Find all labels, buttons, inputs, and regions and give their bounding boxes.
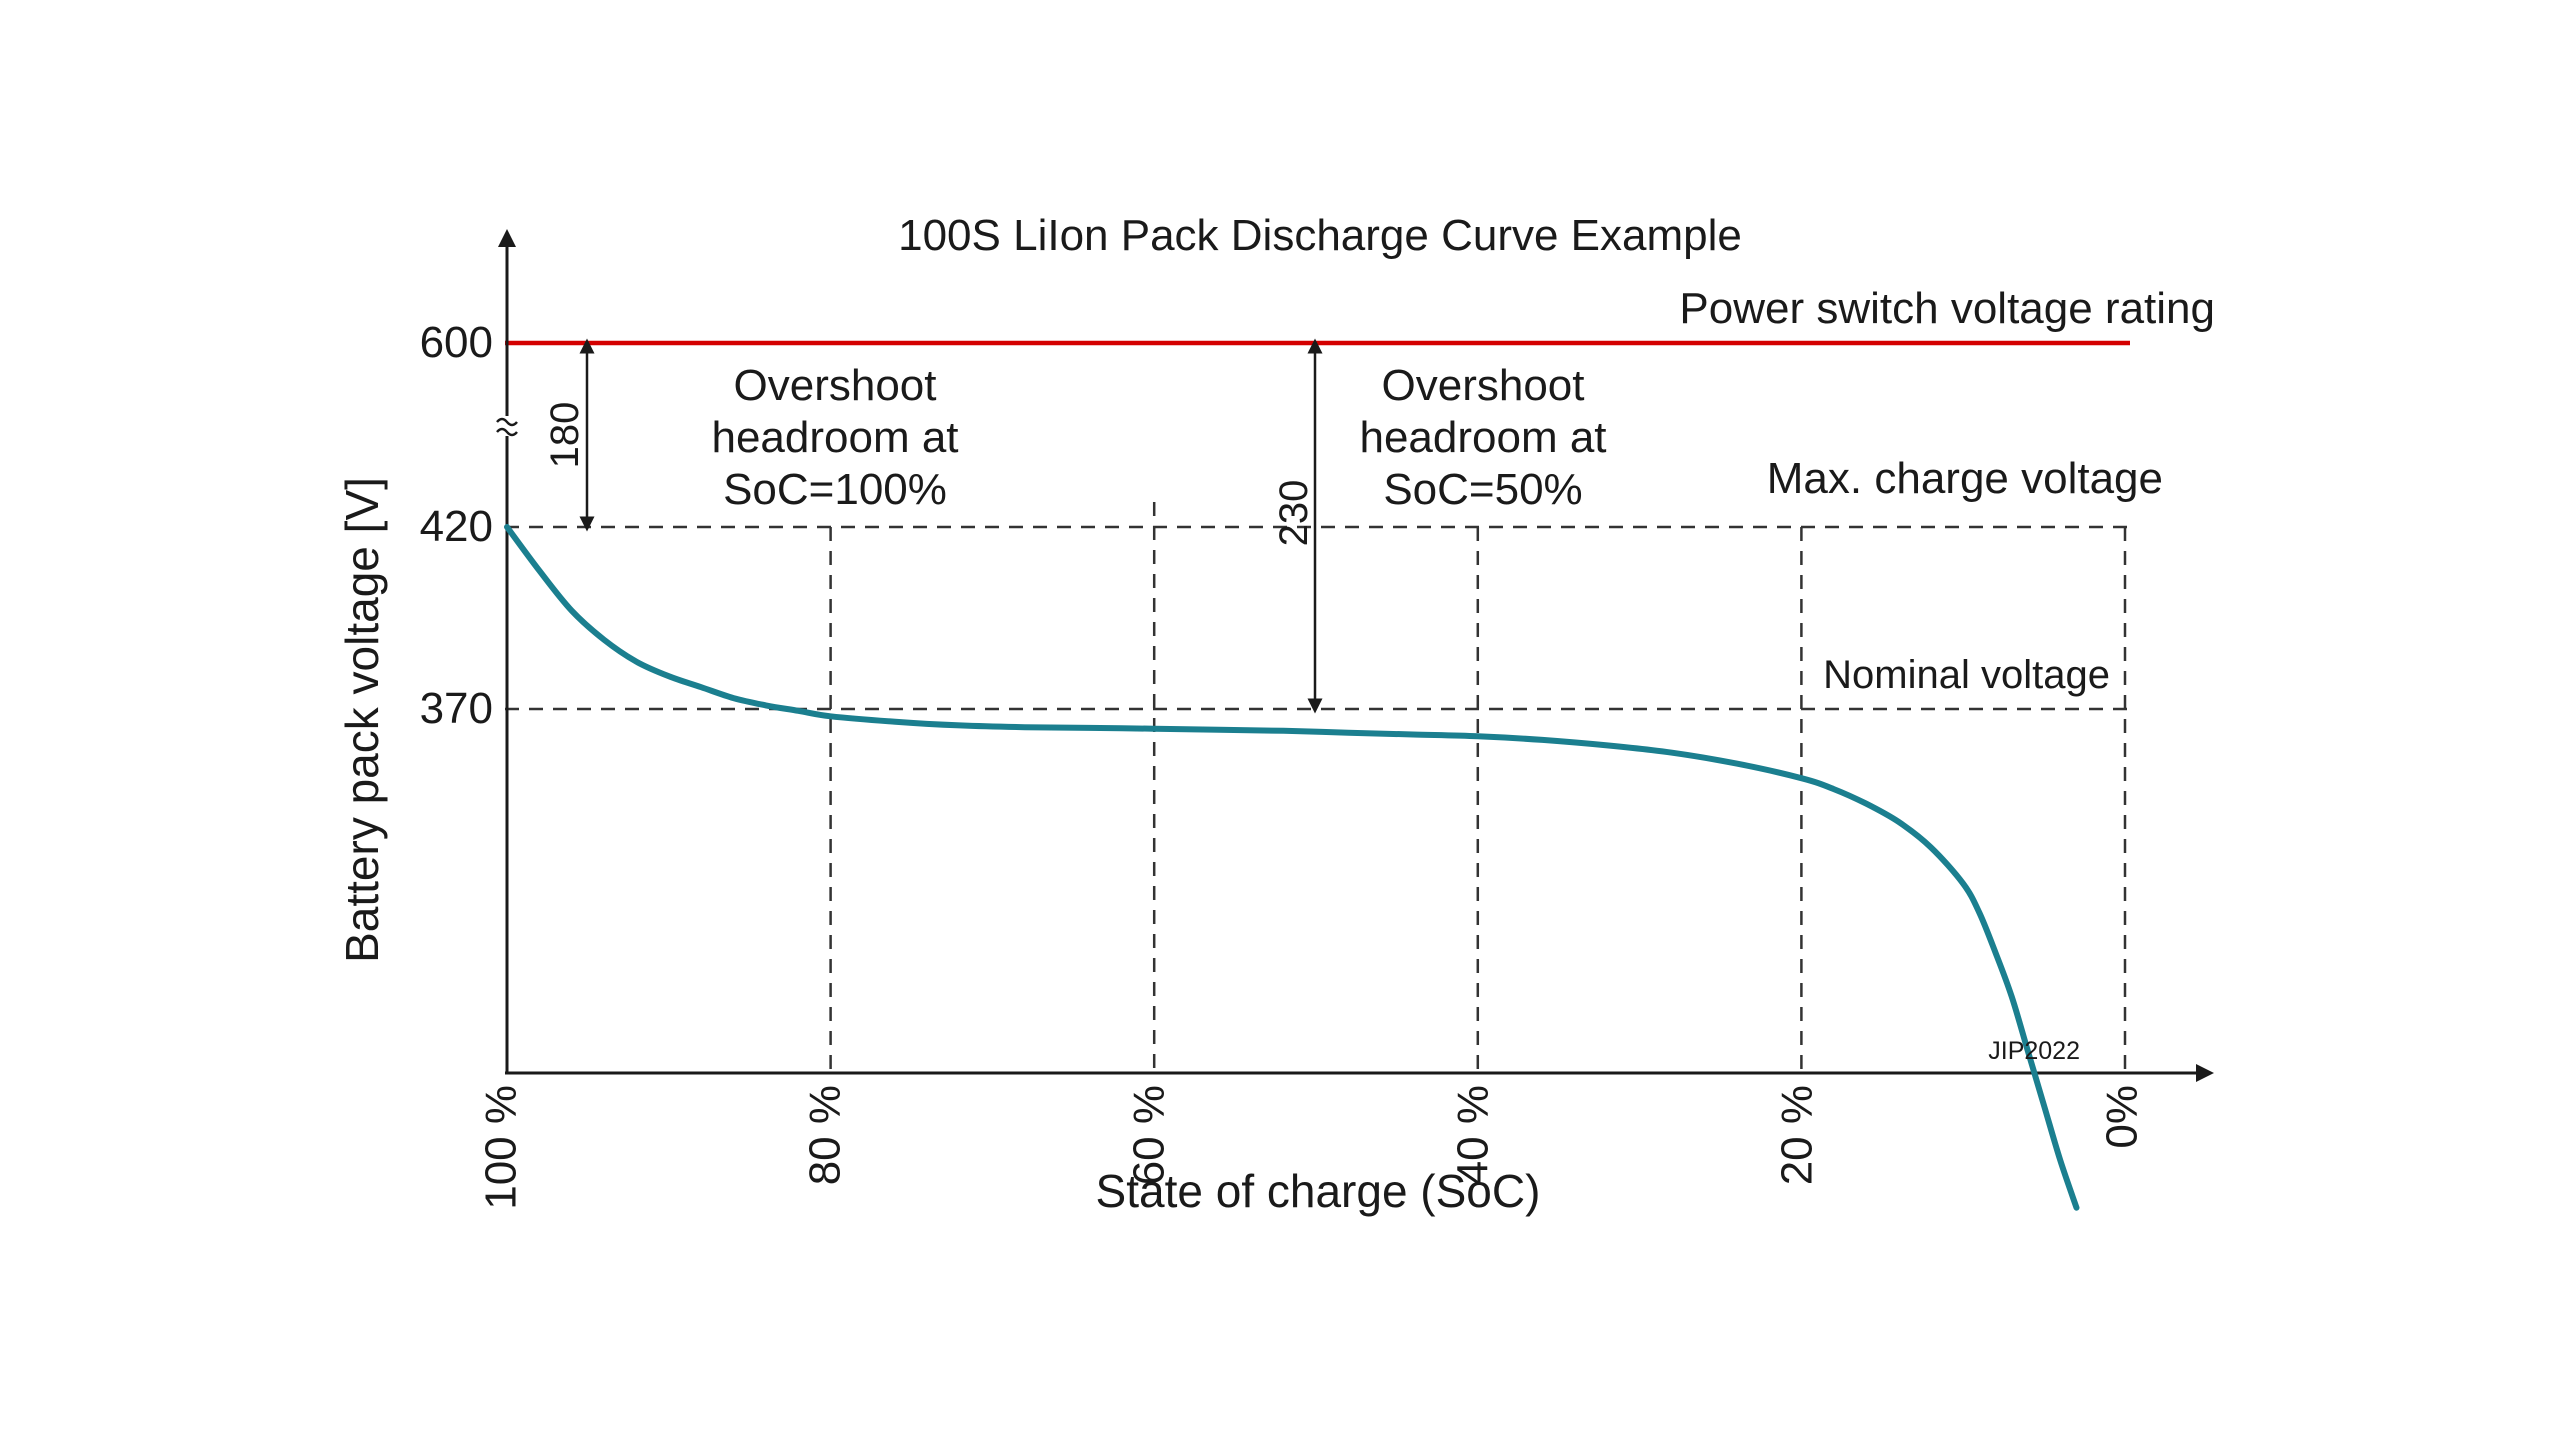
y-tick-label: 600: [420, 318, 493, 367]
x-tick-label: 40 %: [1449, 1085, 1498, 1185]
chart-title: 100S LiIon Pack Discharge Curve Example: [898, 211, 1742, 260]
headroom-value-50: 230: [1272, 480, 1316, 547]
x-tick-label: 80 %: [801, 1085, 850, 1185]
power-switch-label: Power switch voltage rating: [1679, 284, 2215, 333]
x-axis-title: State of charge (SoC): [1096, 1165, 1541, 1217]
x-tick-label: 20 %: [1773, 1085, 1822, 1185]
vertical-gridlines: [829, 502, 2127, 1073]
y-tick-label: 370: [420, 684, 493, 733]
x-tick-label: 0%: [2098, 1085, 2147, 1149]
discharge-curve: [504, 524, 2080, 1211]
x-tick-label: 60 %: [1125, 1085, 1174, 1185]
y-axis-title: Battery pack voltage [V]: [336, 477, 388, 963]
headroom-value-100: 180: [543, 402, 587, 469]
nominal-voltage-label: Nominal voltage: [1823, 653, 2110, 697]
axis-break-mark: [494, 416, 520, 437]
x-tick-label: 100 %: [477, 1085, 526, 1210]
max-charge-label: Max. charge voltage: [1767, 454, 2163, 503]
credit-label: JIP2022: [1988, 1037, 2080, 1065]
headroom-annotation-100: Overshoot headroom at SoC=100%: [711, 361, 958, 514]
y-tick-label: 420: [420, 502, 493, 551]
headroom-annotation-50: Overshoot headroom at SoC=50%: [1359, 361, 1606, 514]
